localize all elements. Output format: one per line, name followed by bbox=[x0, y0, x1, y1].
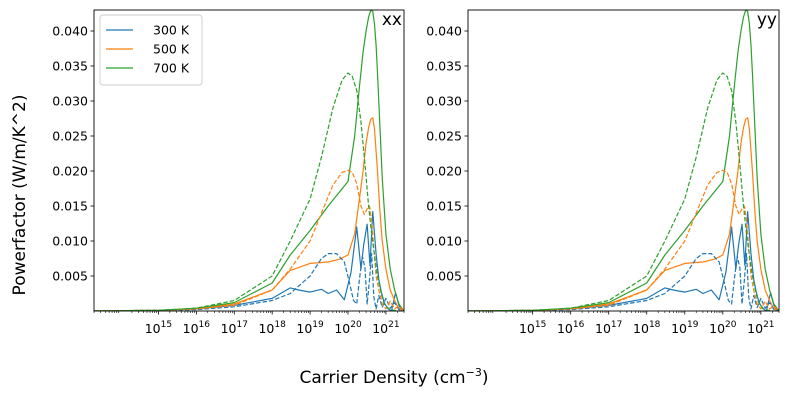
series-line-solid-1 bbox=[94, 117, 404, 311]
series-line-dashed-5 bbox=[468, 72, 779, 311]
x-tick-label-base: 10 bbox=[709, 321, 725, 336]
x-tick-label-base: 10 bbox=[221, 321, 237, 336]
x-tick-label: 1019 bbox=[671, 320, 699, 336]
y-tick-label: 0.040 bbox=[52, 24, 88, 39]
x-tick-label-exponent: 19 bbox=[312, 320, 324, 330]
x-tick-label-base: 10 bbox=[334, 321, 350, 336]
panel-label: yy bbox=[757, 10, 777, 30]
x-tick-label: 1017 bbox=[595, 320, 622, 336]
x-axis-title-prefix: Carrier Density (cm bbox=[300, 368, 466, 388]
x-tick-label-exponent: 18 bbox=[649, 320, 661, 330]
y-tick-label: 0.015 bbox=[426, 199, 462, 214]
x-tick-label-base: 10 bbox=[671, 321, 687, 336]
series-line-dashed-4 bbox=[468, 169, 779, 311]
x-tick-label-base: 10 bbox=[183, 321, 199, 336]
y-tick-label: 0.040 bbox=[426, 24, 462, 39]
x-tick-label: 1021 bbox=[747, 320, 774, 336]
y-tick-label: 0.020 bbox=[426, 164, 462, 179]
x-axis-title: Carrier Density (cm−3) bbox=[300, 366, 489, 388]
series-line-dashed-5 bbox=[94, 72, 404, 311]
x-tick-label: 1015 bbox=[519, 320, 546, 336]
plot-frame bbox=[93, 9, 405, 312]
chart-panel-yy: 1015 1016 1017 1018 1019 1020 10210.0050.0100.… bbox=[426, 9, 780, 336]
x-tick-label-base: 10 bbox=[747, 321, 763, 336]
y-tick-label: 0.035 bbox=[52, 59, 88, 74]
chart-panel-xx: 1015 1016 1017 1018 1019 1020 10210.0050.0100.… bbox=[52, 9, 405, 336]
y-tick-label: 0.010 bbox=[52, 234, 88, 249]
legend-entry-label: 700 K bbox=[153, 61, 190, 76]
x-tick-label-exponent: 18 bbox=[274, 320, 286, 330]
y-tick-label: 0.005 bbox=[52, 269, 88, 284]
x-tick-label-exponent: 15 bbox=[535, 320, 546, 330]
legend-entry-label: 300 K bbox=[153, 23, 190, 38]
x-tick-label-exponent: 19 bbox=[687, 320, 699, 330]
legend: 300 K 500 K 700 K bbox=[99, 14, 203, 86]
x-tick-label: 1021 bbox=[372, 320, 399, 336]
y-tick-label: 0.020 bbox=[52, 164, 88, 179]
x-tick-label-base: 10 bbox=[595, 321, 611, 336]
x-tick-label-exponent: 21 bbox=[763, 320, 774, 330]
series-line-solid-2 bbox=[468, 10, 779, 311]
x-tick-label-base: 10 bbox=[296, 321, 312, 336]
x-tick-label: 1015 bbox=[145, 320, 172, 336]
x-tick-label-base: 10 bbox=[557, 321, 573, 336]
x-tick-label-exponent: 20 bbox=[725, 320, 737, 330]
x-tick-label-base: 10 bbox=[372, 321, 388, 336]
x-tick-label: 1018 bbox=[258, 320, 286, 336]
x-tick-label: 1020 bbox=[334, 320, 362, 336]
y-tick-label: 0.025 bbox=[426, 129, 462, 144]
y-tick-label: 0.030 bbox=[426, 94, 462, 109]
x-tick-label-base: 10 bbox=[633, 321, 649, 336]
y-tick-label: 0.025 bbox=[52, 129, 88, 144]
x-axis-title-suffix: ) bbox=[482, 368, 489, 388]
x-tick-label: 1016 bbox=[557, 320, 585, 336]
plot-frame bbox=[467, 9, 780, 312]
x-tick-label: 1019 bbox=[296, 320, 324, 336]
x-tick-label-base: 10 bbox=[258, 321, 274, 336]
x-tick-label-exponent: 20 bbox=[350, 320, 362, 330]
y-tick-label: 0.005 bbox=[426, 269, 462, 284]
panel-label: xx bbox=[382, 10, 402, 30]
x-axis-title-exponent: −3 bbox=[466, 366, 482, 379]
x-tick-label-base: 10 bbox=[145, 321, 161, 336]
x-tick-label: 1016 bbox=[183, 320, 211, 336]
x-tick-label-exponent: 17 bbox=[611, 320, 622, 330]
series-group bbox=[468, 10, 779, 311]
y-tick-label: 0.035 bbox=[426, 59, 462, 74]
series-line-solid-1 bbox=[468, 117, 779, 311]
x-tick-label: 1018 bbox=[633, 320, 661, 336]
y-tick-label: 0.015 bbox=[52, 199, 88, 214]
x-tick-label-exponent: 15 bbox=[161, 320, 172, 330]
x-tick-label: 1020 bbox=[709, 320, 737, 336]
y-tick-label: 0.030 bbox=[52, 94, 88, 109]
series-line-dashed-3 bbox=[94, 253, 404, 311]
series-line-dashed-4 bbox=[94, 169, 404, 311]
x-tick-label-exponent: 16 bbox=[573, 320, 585, 330]
series-line-solid-2 bbox=[94, 10, 404, 311]
series-group bbox=[94, 10, 404, 311]
x-tick-label-exponent: 16 bbox=[199, 320, 211, 330]
y-axis-title: Powerfactor (W/m/K^2) bbox=[10, 95, 30, 296]
x-tick-label: 1017 bbox=[221, 320, 248, 336]
x-tick-label-exponent: 17 bbox=[236, 320, 247, 330]
x-tick-label-base: 10 bbox=[519, 321, 535, 336]
legend-entry-label: 500 K bbox=[153, 42, 190, 57]
series-line-dashed-3 bbox=[468, 253, 779, 311]
y-tick-label: 0.010 bbox=[426, 234, 462, 249]
x-tick-label-exponent: 21 bbox=[388, 320, 399, 330]
